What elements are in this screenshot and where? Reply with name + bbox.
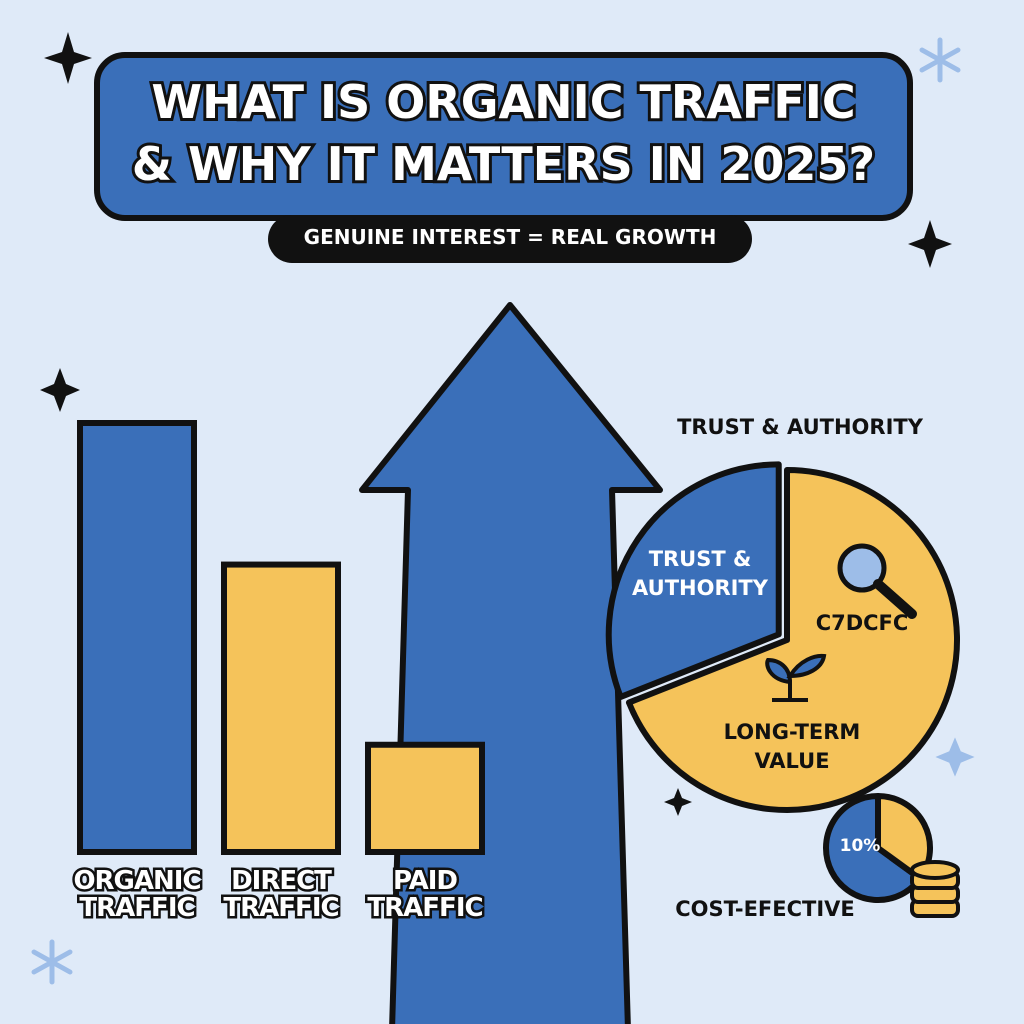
bar-label: PAID TRAFFIC — [365, 865, 486, 924]
charts — [77, 420, 960, 903]
sprout-icon — [765, 653, 827, 702]
sparkle — [908, 220, 952, 268]
sparkle — [935, 737, 975, 777]
subtitle: GENUINE INTEREST = REAL GROWTH — [303, 225, 717, 249]
bar — [221, 561, 341, 855]
snowflakes — [31, 37, 975, 985]
pie-slice — [823, 793, 924, 903]
bar-label: DIRECT TRAFFIC — [221, 865, 342, 924]
title-line: WHAT IS ORGANIC TRAFFIC — [148, 75, 858, 130]
sparkle — [44, 32, 92, 84]
pie-title: COST-EFECTIVE — [675, 897, 855, 921]
annotation: C7DCFC — [815, 611, 909, 635]
sparkles — [40, 32, 952, 816]
annotation: 10% — [839, 836, 881, 856]
sparkle — [664, 788, 692, 816]
pie-title: TRUST & AUTHORITY — [677, 415, 923, 439]
bar — [365, 741, 485, 855]
sparkle — [40, 368, 80, 412]
snowflake — [31, 939, 73, 985]
bar — [77, 420, 197, 855]
subtitle-pill — [268, 215, 752, 263]
slice-label: TRUST & AUTHORITY — [632, 547, 768, 601]
bar-label: ORGANIC TRAFFIC — [71, 865, 204, 924]
magnifier-icon — [837, 543, 917, 619]
slice-label: LONG-TERM VALUE — [723, 720, 861, 774]
snowflake — [919, 37, 961, 83]
pie-slice — [605, 461, 782, 700]
title-line: & WHY IT MATTERS IN 2025? — [129, 137, 878, 192]
coins-icon — [910, 860, 960, 918]
